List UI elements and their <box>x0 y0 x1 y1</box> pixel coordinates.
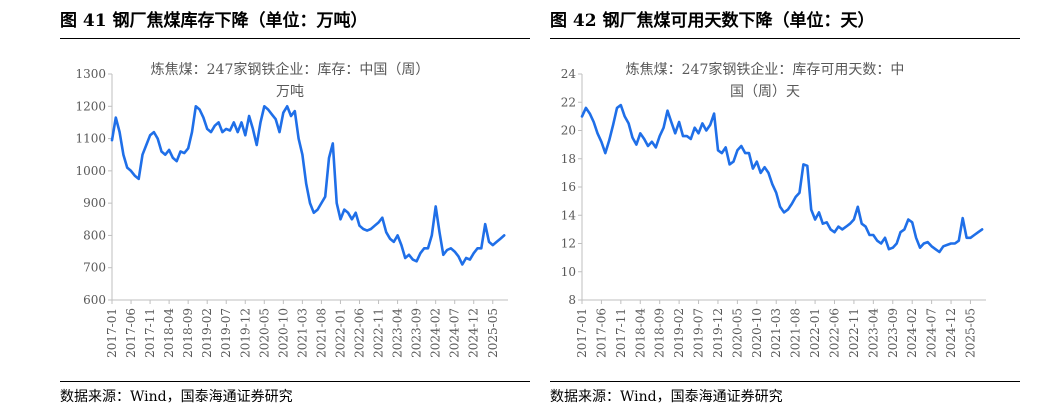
y-tick-label: 900 <box>83 196 106 210</box>
x-tick-label: 2022-01 <box>808 308 822 358</box>
x-tick-label: 2018-04 <box>633 308 647 358</box>
y-tick-label: 16 <box>561 180 576 194</box>
x-tick-label: 2023-09 <box>886 308 900 358</box>
x-tick-label: 2017-11 <box>143 308 157 358</box>
x-tick-label: 2018-09 <box>181 308 195 358</box>
x-tick-label: 2019-12 <box>711 308 725 358</box>
legend-text: 炼焦煤：247家钢铁企业：库存可用天数：中 <box>626 61 905 78</box>
x-tick-label: 2020-05 <box>730 308 744 358</box>
x-tick-label: 2021-08 <box>314 308 328 358</box>
figure-41: 图 41 钢厂焦煤库存下降（单位：万吨） 600 700 800 900 1000 110… <box>60 0 530 412</box>
figure-42-bottom-rule <box>550 381 1020 382</box>
y-tick-label: 22 <box>561 95 576 109</box>
y-tick-label: 1300 <box>75 67 106 81</box>
x-tick-label: 2022-06 <box>353 308 367 358</box>
legend-text: 炼焦煤：247家钢铁企业：库存：中国（周） <box>151 61 430 78</box>
x-tick-label: 2019-02 <box>672 308 686 358</box>
y-tick-label: 24 <box>561 67 577 81</box>
y-tick-label: 1000 <box>75 164 106 178</box>
x-tick-label: 2024-07 <box>448 308 462 358</box>
y-tick-label: 600 <box>83 293 106 307</box>
x-tick-label: 2023-09 <box>410 308 424 358</box>
figure-42: 图 42 钢厂焦煤可用天数下降（单位：天） 8 10 12 14 16 18 20 22 24 2… <box>550 0 1020 412</box>
x-tick-label: 2024-02 <box>905 308 919 358</box>
figure-42-title: 图 42 钢厂焦煤可用天数下降（单位：天） <box>550 11 875 31</box>
x-tick-label: 2020-10 <box>276 308 290 358</box>
x-tick-label: 2017-06 <box>594 308 608 358</box>
x-tick-label: 2024-07 <box>925 308 939 358</box>
figure-41-chart: 600 700 800 900 1000 1100 1200 1300 2017-01 2017-… <box>75 61 508 358</box>
x-tick-label: 2022-11 <box>847 308 861 358</box>
y-tick-label: 12 <box>561 237 576 251</box>
x-tick-label: 2017-01 <box>105 308 119 358</box>
x-tick-label: 2019-07 <box>692 308 706 358</box>
x-tick-label: 2020-10 <box>750 308 764 358</box>
x-tick-label: 2024-12 <box>467 308 481 358</box>
y-tick-label: 10 <box>561 265 576 279</box>
x-tick-label: 2024-12 <box>944 308 958 358</box>
x-tick-label: 2019-12 <box>238 308 252 358</box>
y-tick-label: 1200 <box>75 99 106 113</box>
x-tick-label: 2021-08 <box>789 308 803 358</box>
y-tick-label: 20 <box>561 124 576 138</box>
y-tick-label: 700 <box>83 261 106 275</box>
x-tick-label: 2025-05 <box>963 308 977 358</box>
x-tick-label: 2022-06 <box>828 308 842 358</box>
x-tick-label: 2022-11 <box>372 308 386 358</box>
x-tick-label: 2025-05 <box>486 308 500 358</box>
figure-41-bottom-rule <box>60 381 530 382</box>
figure-41-source: 数据来源：Wind，国泰海通证券研究 <box>60 389 293 405</box>
legend-text: 国（周）天 <box>730 84 800 100</box>
figure-41-title: 图 41 钢厂焦煤库存下降（单位：万吨） <box>60 11 368 31</box>
x-tick-label: 2019-07 <box>219 308 233 358</box>
legend-text: 万吨 <box>276 84 304 100</box>
x-tick-label: 2019-02 <box>200 308 214 358</box>
x-tick-label: 2018-04 <box>162 308 176 358</box>
y-tick-label: 14 <box>561 208 577 222</box>
x-tick-label: 2017-06 <box>124 308 138 358</box>
y-tick-label: 8 <box>568 293 576 307</box>
figure-41-top-rule <box>60 38 530 39</box>
figure-42-top-rule <box>550 38 1020 39</box>
x-tick-label: 2023-04 <box>391 308 405 358</box>
figure-42-chart: 8 10 12 14 16 18 20 22 24 2017-01 2017-06 2017-11 20… <box>561 61 986 358</box>
x-tick-label: 2020-05 <box>257 308 271 358</box>
x-tick-label: 2021-03 <box>769 308 783 358</box>
x-tick-label: 2023-04 <box>866 308 880 358</box>
x-tick-label: 2017-01 <box>575 308 589 358</box>
x-tick-label: 2022-01 <box>333 308 347 358</box>
x-tick-label: 2017-11 <box>614 308 628 358</box>
x-tick-label: 2021-03 <box>295 308 309 358</box>
x-tick-label: 2018-09 <box>653 308 667 358</box>
series-line <box>580 103 984 254</box>
y-tick-label: 1100 <box>75 132 106 146</box>
series-line <box>110 105 506 266</box>
x-tick-label: 2024-02 <box>429 308 443 358</box>
figure-42-source: 数据来源：Wind，国泰海通证券研究 <box>550 389 783 405</box>
y-tick-label: 800 <box>83 228 106 242</box>
y-tick-label: 18 <box>561 152 576 166</box>
